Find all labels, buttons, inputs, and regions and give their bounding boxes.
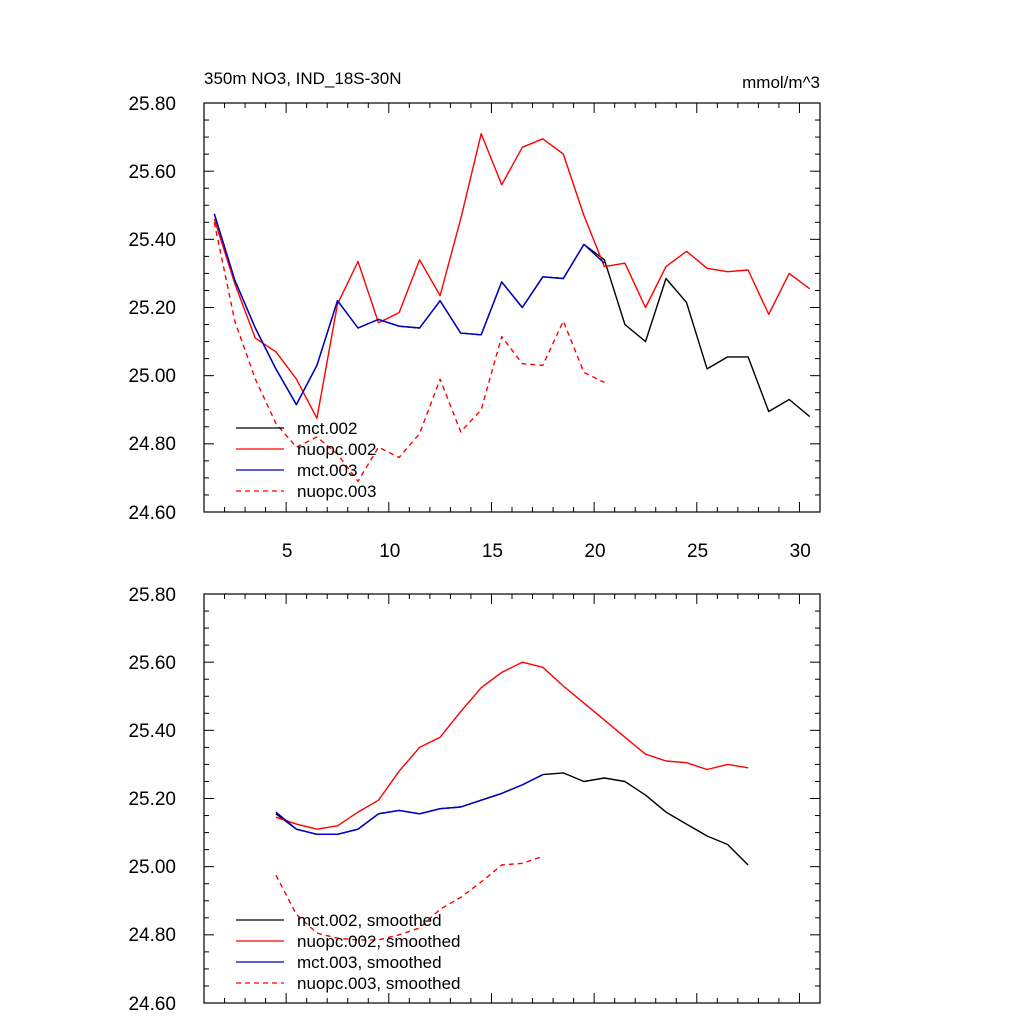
legend: mct.002, smoothed nuopc.002, smoothed mc… bbox=[236, 911, 461, 993]
plot-frame bbox=[203, 593, 821, 1004]
y-tick-label: 25.00 bbox=[128, 857, 176, 878]
series-line-nuopc-003-smoothed bbox=[275, 855, 544, 941]
y-tick-label: 25.60 bbox=[128, 653, 176, 674]
y-tick-labels: 25.80 25.60 25.40 25.20 25.00 24.80 24.6… bbox=[128, 94, 176, 524]
y-tick-label: 24.60 bbox=[128, 994, 176, 1015]
legend-label: mct.003 bbox=[297, 461, 357, 480]
units-label: mmol/m^3 bbox=[742, 73, 820, 92]
x-tick-label: 10 bbox=[379, 541, 400, 562]
top-chart-panel: 350m NO3, IND_18S-30N mmol/m^3 25.80 25.… bbox=[128, 69, 821, 562]
y-tick-label: 24.60 bbox=[128, 503, 176, 524]
x-tick-label: 30 bbox=[790, 541, 811, 562]
series-line-nuopc-002 bbox=[213, 132, 811, 419]
legend-label: nuopc.003, smoothed bbox=[297, 974, 461, 993]
plot-frame bbox=[203, 102, 821, 513]
legend-label: nuopc.002, smoothed bbox=[297, 932, 461, 951]
x-tick-labels: 5 10 15 20 25 30 bbox=[282, 541, 811, 562]
legend-label: nuopc.002 bbox=[297, 440, 376, 459]
y-tick-label: 25.80 bbox=[128, 585, 176, 606]
series-lines bbox=[275, 661, 749, 941]
y-tick-label: 24.80 bbox=[128, 434, 176, 455]
legend: mct.002 nuopc.002 mct.003 nuopc.003 bbox=[236, 419, 376, 501]
y-tick-label: 25.80 bbox=[128, 94, 176, 115]
bottom-chart-panel: 25.80 25.60 25.40 25.20 25.00 24.80 24.6… bbox=[128, 585, 821, 1015]
legend-label: mct.002 bbox=[297, 419, 357, 438]
x-tick-label: 25 bbox=[687, 541, 708, 562]
y-tick-labels: 25.80 25.60 25.40 25.20 25.00 24.80 24.6… bbox=[128, 585, 176, 1015]
y-tick-label: 25.60 bbox=[128, 162, 176, 183]
y-tick-label: 25.40 bbox=[128, 721, 176, 742]
series-line-mct-003-smoothed bbox=[275, 773, 544, 835]
x-tick-label: 15 bbox=[482, 541, 503, 562]
y-tick-label: 25.20 bbox=[128, 789, 176, 810]
x-tick-label: 5 bbox=[282, 541, 293, 562]
legend-label: mct.002, smoothed bbox=[297, 911, 442, 930]
y-tick-label: 25.20 bbox=[128, 298, 176, 319]
legend-label: mct.003, smoothed bbox=[297, 953, 442, 972]
series-line-nuopc-002-smoothed bbox=[275, 661, 749, 830]
tick-marks bbox=[203, 593, 821, 1004]
y-tick-label: 25.00 bbox=[128, 366, 176, 387]
y-tick-label: 24.80 bbox=[128, 925, 176, 946]
y-tick-label: 25.40 bbox=[128, 230, 176, 251]
series-line-mct-003 bbox=[213, 213, 605, 406]
chart-title: 350m NO3, IND_18S-30N bbox=[204, 69, 401, 88]
legend-label: nuopc.003 bbox=[297, 482, 376, 501]
x-tick-label: 20 bbox=[584, 541, 605, 562]
